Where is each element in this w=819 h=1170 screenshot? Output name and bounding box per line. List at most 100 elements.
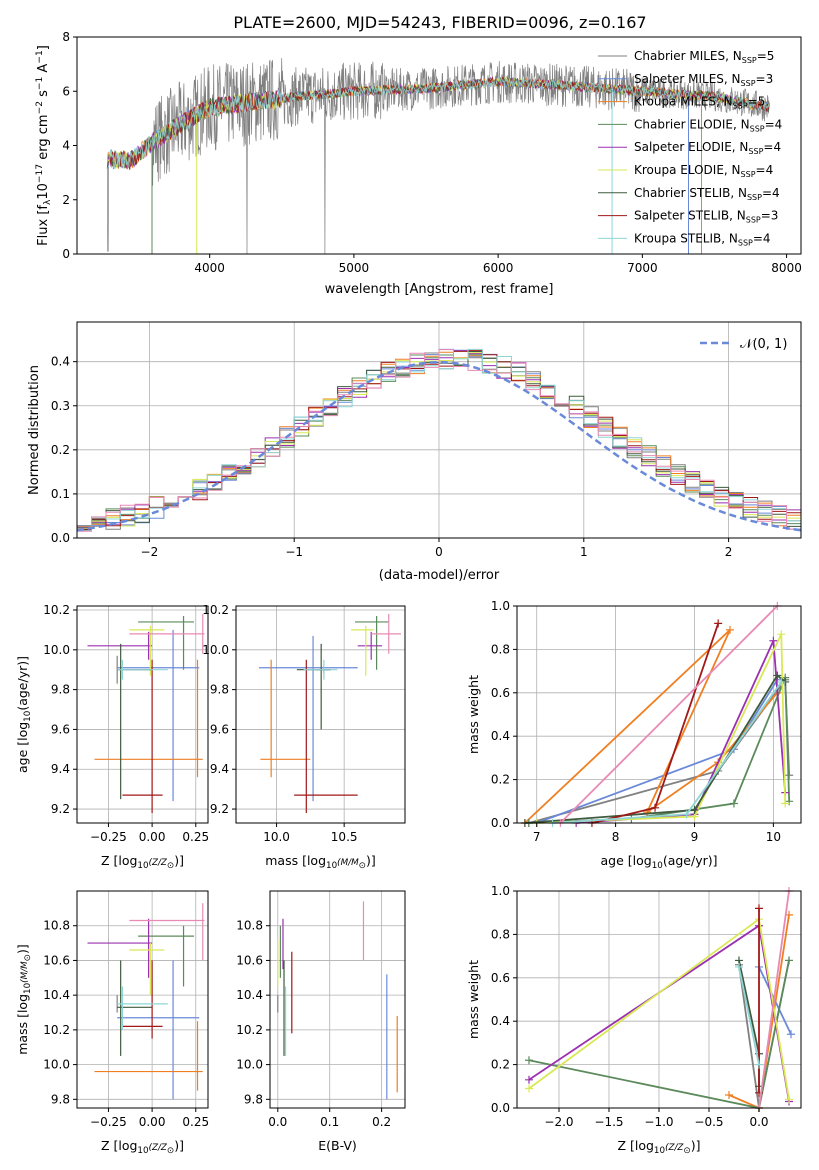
y-tick-label: 9.4 xyxy=(51,762,70,776)
weight-line xyxy=(738,966,760,1065)
weight-marker xyxy=(714,619,723,628)
legend-entry: Chabrier ELODIE, NSSP=4 xyxy=(634,117,782,133)
weight-marker xyxy=(781,799,790,808)
errorbars xyxy=(258,613,401,814)
x-tick-label: −2.0 xyxy=(544,1115,573,1129)
x-tick-label: −1 xyxy=(285,545,303,559)
x-tick-label: 10.5 xyxy=(331,830,358,844)
weight-marker xyxy=(525,1056,533,1065)
y-tick-label: 10.2 xyxy=(236,1023,263,1037)
x-axis-label: Z [log10(Z/Z⊙)] xyxy=(101,1138,184,1156)
weight-line xyxy=(758,890,790,1109)
y-tick-label: 10.2 xyxy=(43,1023,70,1037)
weight-marker xyxy=(525,1084,533,1093)
y-axis-label: age [log10(age/yr)] xyxy=(15,656,33,773)
x-axis-label: E(B-V) xyxy=(318,1138,357,1153)
y-tick-label: 0.0 xyxy=(51,531,70,545)
y-tick-label: 0.6 xyxy=(491,971,510,985)
y-tick-label: 0.1 xyxy=(51,487,70,501)
spectrum-model-line-8 xyxy=(106,77,770,170)
errorbars xyxy=(277,901,398,1100)
y-tick-label: 10.0 xyxy=(43,1058,70,1072)
weight-marker xyxy=(769,636,778,645)
axes-age_vs_Z: −0.25 0.00 0.25 9.2 9.4 9.6 9.8 10.0 10.2 Z [log1… xyxy=(15,603,209,871)
x-axis-label: (data-model)/error xyxy=(379,568,500,583)
legend-entry: Salpeter ELODIE, NSSP=4 xyxy=(634,140,781,156)
x-tick-label: 8000 xyxy=(771,261,802,275)
weight-line xyxy=(524,629,778,824)
y-tick-label: 0.6 xyxy=(491,686,510,700)
x-axis-label: Z [log10(Z/Z⊙)] xyxy=(617,1138,700,1156)
x-axis-label: age [log10(age/yr)] xyxy=(600,853,717,871)
x-tick-label: 0.00 xyxy=(139,1115,166,1129)
weight-marker xyxy=(755,904,763,913)
y-tick-label: 10.2 xyxy=(202,603,229,617)
y-tick-label: 9.6 xyxy=(51,722,70,736)
y-tick-label: 1.0 xyxy=(491,884,510,898)
y-tick-label: 0.4 xyxy=(491,1014,510,1028)
y-tick-label: 8 xyxy=(62,30,70,44)
y-tick-label: 6 xyxy=(62,84,70,98)
axes-frame xyxy=(76,605,209,824)
y-tick-label: 0.4 xyxy=(51,355,70,369)
weight-marker xyxy=(682,810,691,819)
y-tick-label: 0.2 xyxy=(491,773,510,787)
axes-frame xyxy=(269,890,406,1109)
weight-line xyxy=(559,605,778,824)
x-tick-label: 0.00 xyxy=(139,830,166,844)
y-tick-label: 10.8 xyxy=(236,919,263,933)
weight-marker xyxy=(651,803,660,812)
axes-residuals: −2 −1 0 1 2 0.0 0.1 0.2 0.3 0.4 𝒩(0, 1) (data-model… xyxy=(27,321,802,583)
normal-reference-curve xyxy=(77,360,801,532)
spectrum-legend: Chabrier MILES, NSSP=5 Salpeter MILES, NS… xyxy=(598,49,782,247)
axes-weight_vs_age: 7 8 9 10 0.0 0.2 0.4 0.6 0.8 1.0 age [log10(age/yr… xyxy=(466,599,802,871)
weight-marker xyxy=(785,956,793,965)
weight-marker xyxy=(726,625,734,634)
y-axis-label: mass [log10(M/M⊙)] xyxy=(15,944,33,1055)
y-tick-label: 10.0 xyxy=(202,643,229,657)
x-tick-label: 4000 xyxy=(194,261,225,275)
x-tick-label: 0.2 xyxy=(372,1115,391,1129)
x-tick-label: 7 xyxy=(533,830,541,844)
x-tick-label: −1.5 xyxy=(594,1115,623,1129)
y-tick-label: 9.8 xyxy=(210,683,229,697)
y-tick-label: 2 xyxy=(62,193,70,207)
plot-area-mass_vs_Z xyxy=(87,903,205,1100)
y-tick-label: 9.8 xyxy=(51,683,70,697)
y-tick-label: 0.0 xyxy=(491,1101,510,1115)
x-tick-label: −1.0 xyxy=(644,1115,673,1129)
y-tick-label: 0.3 xyxy=(51,399,70,413)
y-tick-label: 10.6 xyxy=(43,953,70,967)
x-tick-label: 0 xyxy=(435,545,443,559)
spectrum-lines xyxy=(106,58,770,254)
x-axis-label: Z [log10(Z/Z⊙)] xyxy=(101,853,184,871)
y-tick-label: 9.2 xyxy=(51,802,70,816)
y-tick-label: 0.8 xyxy=(491,927,510,941)
y-axis-label: mass weight xyxy=(466,960,481,1039)
weight-lines xyxy=(525,887,795,1112)
y-tick-label: 10.4 xyxy=(43,988,70,1002)
y-axis-label: Flux [fλ10−17 erg cm−2 s−1 A−1] xyxy=(35,45,53,246)
x-tick-label: 0.0 xyxy=(749,1115,768,1129)
y-axis-label: mass weight xyxy=(466,675,481,754)
weight-marker xyxy=(777,677,786,686)
axes-weight_vs_Z: −2.0 −1.5 −1.0 −0.5 0.0 0.0 0.2 0.4 0.6 0.8 1.0 Z [… xyxy=(466,884,802,1156)
weight-marker xyxy=(787,1030,795,1039)
y-tick-label: 9.8 xyxy=(244,1092,263,1106)
plot-area-weight_vs_Z xyxy=(525,887,795,1112)
weight-marker xyxy=(755,1060,763,1069)
y-tick-label: 9.2 xyxy=(210,802,229,816)
weight-marker xyxy=(777,630,786,639)
axes-mass_vs_EBV: 0.0 0.1 0.2 9.8 10.0 10.2 10.4 10.6 10.8 E(B-V) xyxy=(236,890,406,1153)
plot-area-mass_vs_EBV xyxy=(277,901,398,1100)
y-tick-label: 0.8 xyxy=(491,642,510,656)
plot-area-weight_vs_age xyxy=(520,602,794,827)
y-tick-label: 0.4 xyxy=(491,729,510,743)
x-tick-label: 0.1 xyxy=(320,1115,339,1129)
axes-frame xyxy=(516,605,802,824)
weight-marker xyxy=(785,1095,793,1104)
plot-area-age_vs_mass xyxy=(258,613,401,814)
y-tick-label: 0.2 xyxy=(491,1058,510,1072)
y-axis-label: Normed distribution xyxy=(27,365,42,495)
